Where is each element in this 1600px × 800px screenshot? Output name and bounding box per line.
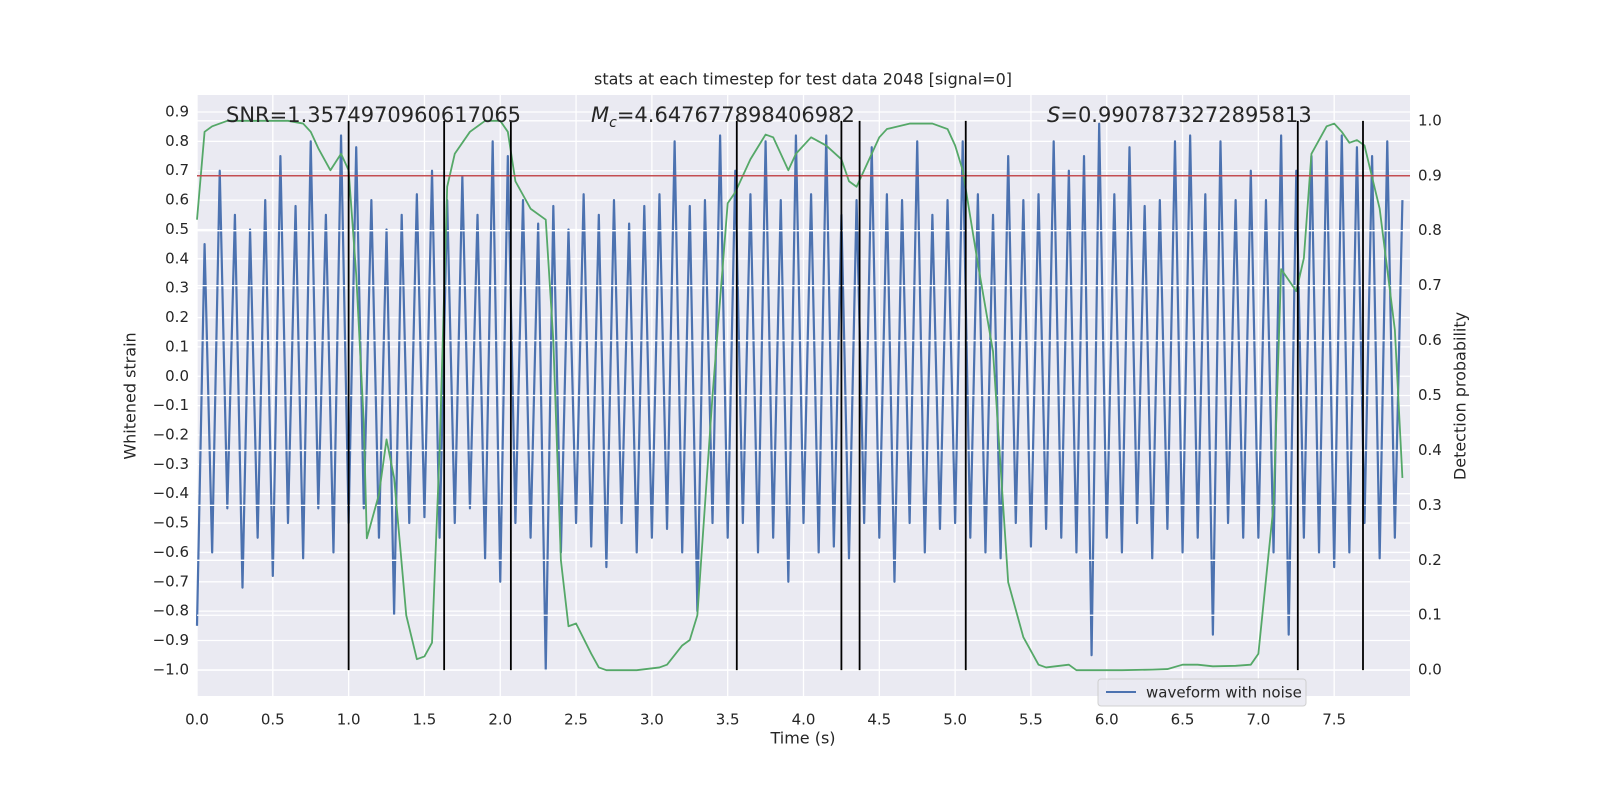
y-tick-label: 0.5: [165, 220, 189, 238]
y2-tick-label: 0.1: [1418, 606, 1442, 624]
y-tick-label: 0.1: [165, 337, 189, 355]
y-tick-label: −0.6: [153, 543, 189, 561]
x-axis-label: Time (s): [769, 729, 835, 748]
annotation-subscript: c: [609, 115, 617, 131]
x-tick-label: 0.0: [185, 711, 209, 729]
x-tick-label: 4.5: [867, 711, 891, 729]
y-tick-label: −0.5: [153, 514, 189, 532]
y2-tick-label: 0.8: [1418, 221, 1442, 239]
annotation-symbol: M: [591, 103, 609, 127]
y2-tick-label: 0.4: [1418, 441, 1442, 459]
x-tick-label: 4.0: [792, 711, 816, 729]
x-tick-label: 6.0: [1095, 711, 1119, 729]
x-tick-label: 5.0: [943, 711, 967, 729]
y-tick-label: 0.2: [165, 308, 189, 326]
annotation-text: =0.9907873272895813: [1060, 103, 1311, 127]
y-tick-label: 0.4: [165, 249, 189, 267]
y-tick-label: 0.6: [165, 191, 189, 209]
y-tick-label: −0.8: [153, 602, 189, 620]
annotation-text: =4.647677898406982: [617, 103, 855, 127]
y-tick-label: 0.9: [165, 103, 189, 121]
y2-tick-label: 0.2: [1418, 551, 1442, 569]
y-tick-label: 0.7: [165, 161, 189, 179]
y-tick-label: 0.8: [165, 132, 189, 150]
x-tick-label: 7.5: [1322, 711, 1346, 729]
y2-axis-label: Detection probability: [1451, 312, 1470, 480]
probability-line: [196, 119, 1404, 672]
waveform-line: [195, 122, 1404, 671]
y-tick-label: 0.0: [165, 367, 189, 385]
annotation: SNR=1.3574970960617065: [226, 103, 521, 127]
y-tick-label: −1.0: [153, 660, 189, 678]
y-tick-label: −0.1: [153, 396, 189, 414]
y2-tick-label: 0.3: [1418, 496, 1442, 514]
annotation-text: SNR=1.3574970960617065: [226, 103, 521, 127]
y-tick-label: −0.9: [153, 631, 189, 649]
y-tick-label: −0.2: [153, 425, 189, 443]
x-tick-label: 5.5: [1019, 711, 1043, 729]
x-tick-label: 0.5: [261, 711, 285, 729]
y2-tick-label: 0.7: [1418, 276, 1442, 294]
chart-title: stats at each timestep for test data 204…: [594, 70, 1012, 89]
x-tick-label: 6.5: [1171, 711, 1195, 729]
x-tick-label: 3.0: [640, 711, 664, 729]
y-axis-label: Whitened strain: [121, 332, 140, 459]
y2-tick-label: 0.0: [1418, 661, 1442, 679]
x-tick-label: 1.5: [413, 711, 437, 729]
y-tick-label: −0.4: [153, 484, 189, 502]
legend-box: [1097, 678, 1307, 707]
annotation-symbol: S: [1047, 103, 1060, 127]
x-tick-label: 2.5: [564, 711, 588, 729]
x-tick-label: 3.5: [716, 711, 740, 729]
y-tick-label: −0.3: [153, 455, 189, 473]
y2-tick-label: 0.6: [1418, 331, 1442, 349]
y-tick-label: −0.7: [153, 572, 189, 590]
legend-label: waveform with noise: [1146, 684, 1302, 702]
y2-tick-label: 1.0: [1418, 111, 1442, 129]
annotation: Mc=4.647677898406982: [591, 103, 855, 131]
y-tick-label: 0.3: [165, 279, 189, 297]
x-tick-label: 7.0: [1246, 711, 1270, 729]
x-tick-label: 2.0: [488, 711, 512, 729]
x-tick-label: 1.0: [337, 711, 361, 729]
y2-tick-label: 0.5: [1418, 386, 1442, 404]
y2-tick-label: 0.9: [1418, 166, 1442, 184]
annotation: S=0.9907873272895813: [1047, 103, 1312, 127]
